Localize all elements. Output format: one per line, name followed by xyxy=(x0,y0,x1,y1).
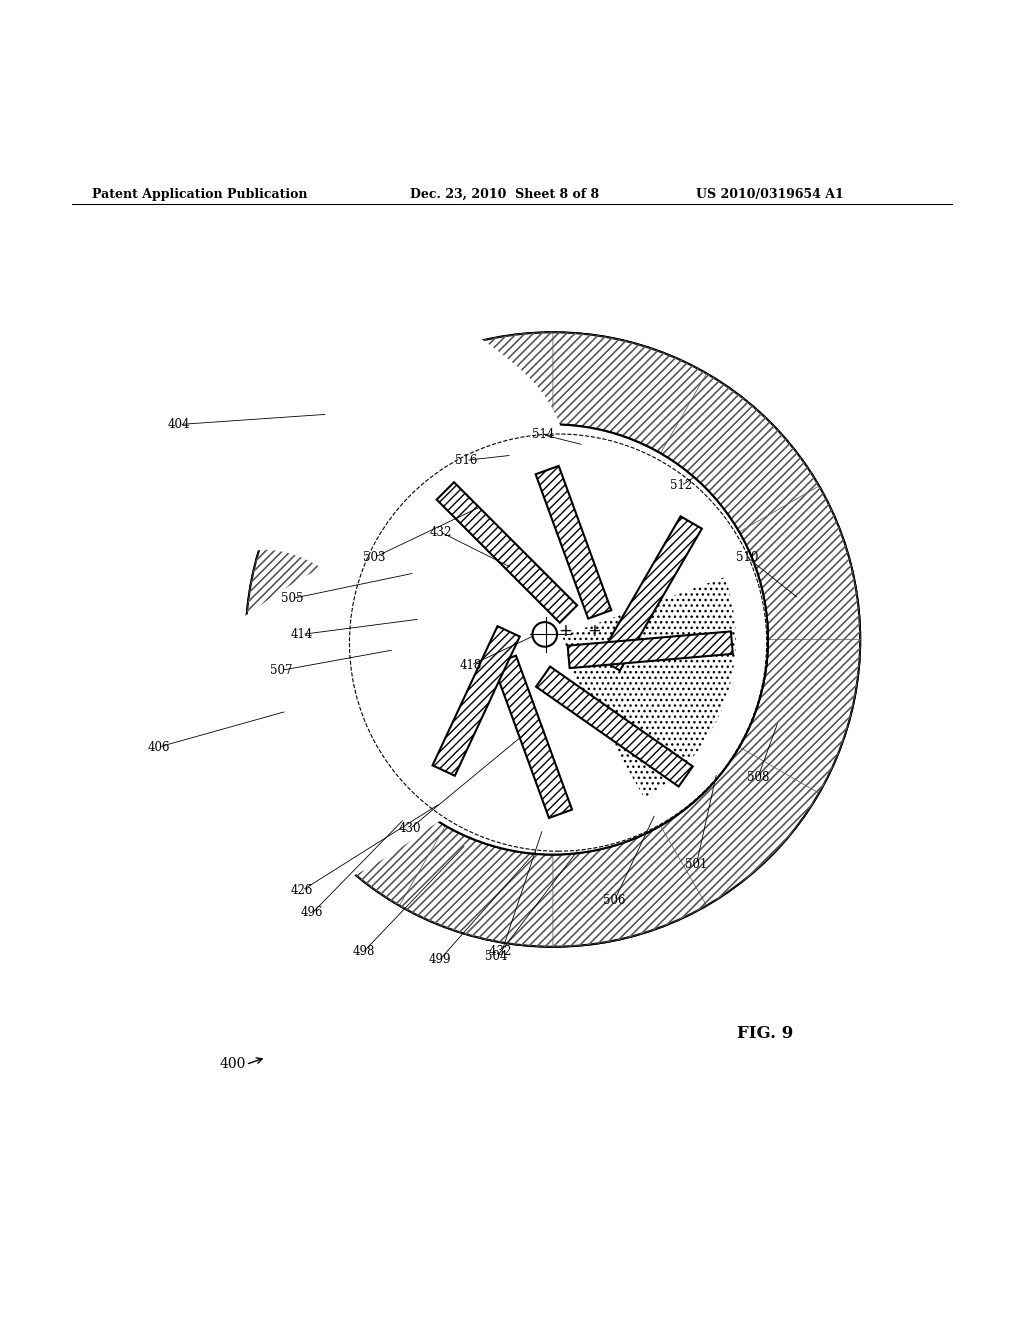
Text: 499: 499 xyxy=(429,953,452,965)
Polygon shape xyxy=(432,626,520,776)
Text: 512: 512 xyxy=(670,479,692,492)
Text: 516: 516 xyxy=(455,454,477,467)
Circle shape xyxy=(532,622,557,647)
Circle shape xyxy=(338,425,768,854)
Polygon shape xyxy=(536,466,611,619)
Text: 496: 496 xyxy=(301,907,324,920)
Text: 503: 503 xyxy=(362,552,385,564)
Polygon shape xyxy=(436,482,578,623)
Text: 418: 418 xyxy=(460,659,482,672)
Text: 504: 504 xyxy=(485,950,508,964)
Polygon shape xyxy=(599,516,701,671)
Text: +: + xyxy=(587,622,601,640)
Circle shape xyxy=(246,333,860,946)
Text: 507: 507 xyxy=(270,664,293,677)
Text: 501: 501 xyxy=(685,858,708,871)
Text: 404: 404 xyxy=(168,418,190,430)
Text: 406: 406 xyxy=(147,741,170,754)
Polygon shape xyxy=(567,631,733,668)
Text: 505: 505 xyxy=(281,593,303,605)
Text: 498: 498 xyxy=(352,945,375,958)
Text: 508: 508 xyxy=(746,771,769,784)
Text: FIG. 9: FIG. 9 xyxy=(737,1026,794,1043)
Text: 414: 414 xyxy=(291,628,313,642)
Text: 432: 432 xyxy=(429,525,452,539)
Polygon shape xyxy=(493,656,572,818)
Text: US 2010/0319654 A1: US 2010/0319654 A1 xyxy=(696,187,844,201)
Text: 432: 432 xyxy=(488,945,515,958)
Circle shape xyxy=(246,333,860,946)
Text: Dec. 23, 2010  Sheet 8 of 8: Dec. 23, 2010 Sheet 8 of 8 xyxy=(410,187,599,201)
Text: 426: 426 xyxy=(291,884,313,896)
Text: 400: 400 xyxy=(219,1057,246,1072)
Text: Patent Application Publication: Patent Application Publication xyxy=(92,187,307,201)
Circle shape xyxy=(338,425,768,854)
Text: 430: 430 xyxy=(398,822,421,836)
Text: 510: 510 xyxy=(736,552,759,564)
Polygon shape xyxy=(536,667,693,787)
Text: 506: 506 xyxy=(603,894,626,907)
Text: +: + xyxy=(558,622,572,640)
Text: 514: 514 xyxy=(531,428,554,441)
